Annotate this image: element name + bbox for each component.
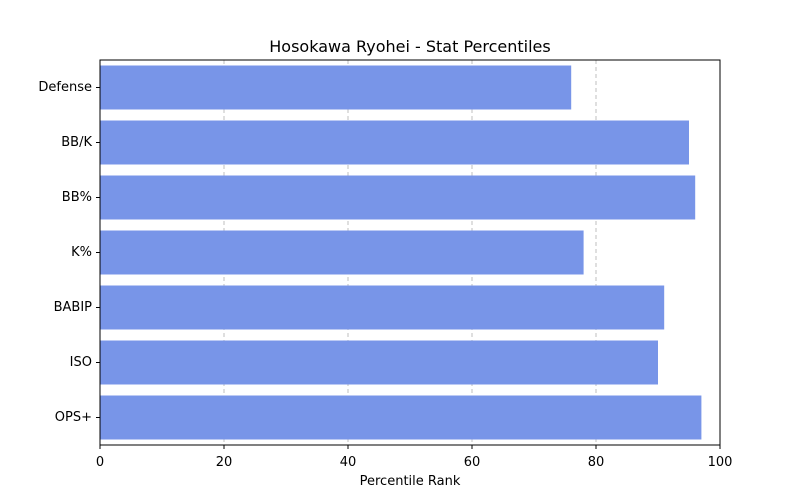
x-tick-label: 80	[588, 455, 605, 470]
y-tick-label: BB/K	[61, 135, 92, 150]
x-tick-label: 0	[96, 455, 104, 470]
y-tick-label: K%	[71, 245, 92, 260]
y-tick-label: BB%	[62, 190, 92, 205]
x-tick-label: 40	[340, 455, 357, 470]
y-tick-label: OPS+	[55, 410, 92, 425]
bar-defense	[100, 65, 572, 110]
y-tick-label: Defense	[38, 80, 92, 95]
x-tick-label: 100	[708, 455, 733, 470]
x-axis: 0 20 40 60 80 100	[96, 445, 733, 470]
x-axis-label: Percentile Rank	[360, 474, 461, 489]
bar-bb-	[100, 175, 696, 220]
y-tick-label: ISO	[70, 355, 92, 370]
bar-ops-	[100, 395, 702, 440]
x-tick-label: 20	[216, 455, 233, 470]
bar-bb-k	[100, 120, 689, 165]
chart-title: Hosokawa Ryohei - Stat Percentiles	[269, 37, 550, 56]
bar-k-	[100, 230, 584, 275]
bar-iso	[100, 340, 658, 385]
bars	[100, 65, 702, 440]
y-tick-label: BABIP	[54, 300, 93, 315]
y-axis: OPS+ ISO BABIP K% BB% BB/K Defense	[38, 80, 100, 425]
bar-babip	[100, 285, 665, 330]
x-tick-label: 60	[464, 455, 481, 470]
